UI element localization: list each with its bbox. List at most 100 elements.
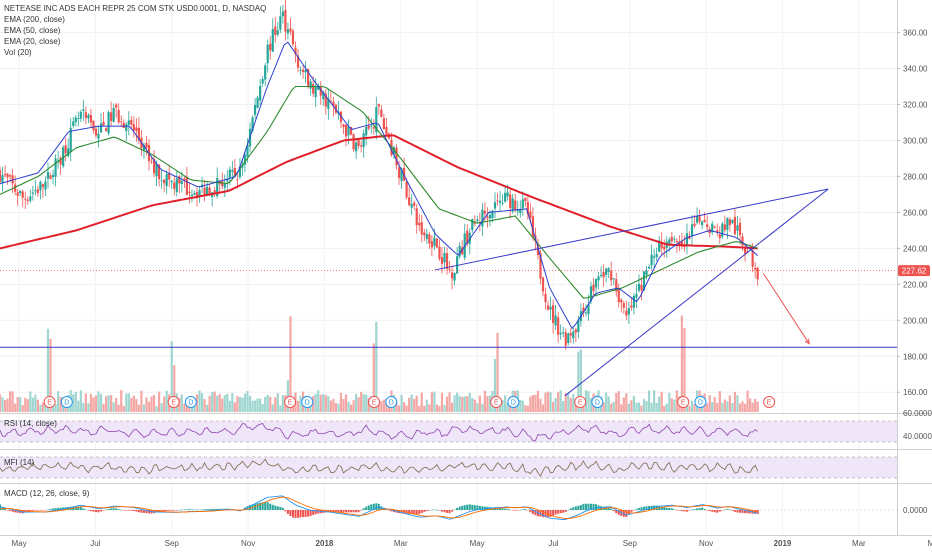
candle-body <box>498 200 502 203</box>
macd-histogram-bar <box>410 510 413 514</box>
volume-bar <box>200 393 204 412</box>
volume-bar <box>92 397 95 412</box>
volume-bar <box>562 400 565 412</box>
volume-bar <box>203 399 206 412</box>
earnings-marker[interactable] <box>368 396 381 408</box>
volume-bar <box>751 402 754 412</box>
macd-histogram-bar <box>178 509 181 511</box>
macd-histogram-bar <box>726 509 729 510</box>
candle-body <box>693 223 696 227</box>
earnings-marker[interactable] <box>43 396 56 408</box>
macd-histogram-bar <box>31 510 34 511</box>
volume-bar <box>223 395 226 412</box>
volume-bar <box>130 398 133 412</box>
macd-histogram-bar <box>605 507 608 510</box>
volume-bar <box>539 398 542 412</box>
macd-histogram-bar <box>685 510 688 512</box>
macd-histogram-bar <box>365 506 368 510</box>
volume-bar <box>602 402 605 412</box>
earnings-marker[interactable] <box>167 396 180 408</box>
earnings-marker[interactable] <box>574 396 587 408</box>
candle-body <box>572 331 575 339</box>
macd-histogram-bar <box>428 510 431 511</box>
candle-body <box>122 122 125 129</box>
candle-body <box>443 253 446 263</box>
earnings-marker[interactable] <box>677 396 690 408</box>
macd-histogram-bar <box>387 510 390 511</box>
volume-bar <box>29 391 32 412</box>
candle-body <box>352 134 355 150</box>
candle-body <box>433 237 436 246</box>
grid-layer <box>0 0 897 535</box>
volume-bar <box>6 398 9 412</box>
macd-histogram-bar <box>675 510 678 511</box>
macd-histogram-bar <box>160 510 163 512</box>
candle-body <box>39 181 42 191</box>
candle-body <box>408 197 411 206</box>
candle-body <box>410 203 413 208</box>
dividend-marker[interactable] <box>184 396 197 408</box>
volume-bar <box>365 394 368 412</box>
candle-body <box>711 223 714 233</box>
dividend-marker[interactable] <box>507 396 520 408</box>
rsi-pane: 60.0000 40.0000 <box>0 409 932 443</box>
macd-histogram-bar <box>211 508 214 510</box>
candle-body <box>44 181 47 190</box>
macd-histogram-bar <box>120 509 123 511</box>
volume-bar <box>496 332 499 412</box>
dividend-marker[interactable] <box>60 396 73 408</box>
dividend-marker[interactable] <box>694 396 707 408</box>
volume-bar <box>642 399 646 412</box>
macd-histogram-bar <box>592 503 595 510</box>
ema-200-line <box>0 134 758 250</box>
macd-histogram-bar <box>112 508 115 510</box>
dividend-marker[interactable] <box>591 396 604 408</box>
volume-bar <box>16 397 19 412</box>
macd-histogram-bar <box>34 510 37 511</box>
volume-bar <box>655 402 658 412</box>
candle-body <box>706 224 709 228</box>
macd-histogram-bar <box>488 507 491 510</box>
earnings-marker[interactable] <box>763 396 776 408</box>
macd-histogram-bar <box>458 506 461 510</box>
candle-body <box>289 28 292 32</box>
candle-body <box>415 208 418 226</box>
macd-histogram-bar <box>670 508 673 510</box>
candle-body <box>584 312 588 314</box>
volume-bar <box>473 399 476 412</box>
candle-body <box>622 303 625 308</box>
macd-histogram-bar <box>269 503 272 510</box>
candle-body <box>233 167 236 177</box>
time-tick-label: Mar <box>852 539 866 548</box>
macd-histogram-bar <box>6 510 9 511</box>
volume-bar <box>749 398 752 412</box>
volume-bar <box>589 398 593 412</box>
volume-bar <box>248 395 252 412</box>
macd-histogram-bar <box>463 505 466 510</box>
volume-bar <box>324 395 327 412</box>
volume-bar <box>236 395 239 412</box>
volume-bar <box>622 397 625 412</box>
dividend-marker[interactable] <box>301 396 314 408</box>
volume-bar <box>552 401 555 412</box>
macd-histogram-bar <box>203 509 206 510</box>
macd-histogram-bar <box>665 507 668 510</box>
earnings-marker[interactable] <box>284 396 297 408</box>
macd-histogram-bar <box>206 509 209 510</box>
volume-bar <box>579 349 582 412</box>
candle-body <box>385 126 388 135</box>
candle-body <box>6 173 9 178</box>
candle-body <box>264 65 267 80</box>
time-tick-label: Jul <box>548 539 558 548</box>
candle-body <box>21 191 24 198</box>
time-axis: May Jul Sep Nov 2018 Mar May Jul Sep Nov 2019 Mar Ma… <box>12 539 932 548</box>
earnings-marker[interactable] <box>490 396 503 408</box>
macd-histogram-bar <box>584 503 587 510</box>
volume-bar <box>367 398 370 412</box>
macd-histogram-bar <box>706 510 709 511</box>
candle-body <box>594 279 598 288</box>
volume-bar <box>41 402 45 412</box>
dividend-marker[interactable] <box>385 396 398 408</box>
volume-bar <box>120 390 123 412</box>
candle-body <box>190 194 194 197</box>
